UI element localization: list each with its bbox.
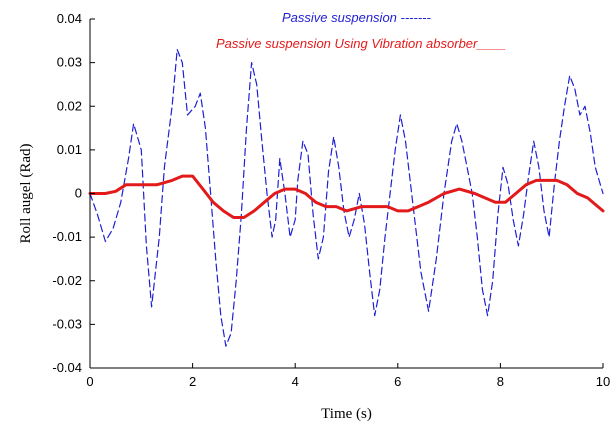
series-layer: [88, 48, 605, 347]
x-tick-label: 0: [86, 374, 93, 389]
y-tick-label: 0: [75, 186, 82, 201]
y-tick-label: -0.03: [52, 316, 82, 331]
y-tick-label: 0.03: [57, 55, 82, 70]
axes: 0.04 0.03 0.02 0.01 0 -0.01 -0.02 -0.03 -0.04 0 2 4…: [52, 11, 610, 389]
x-tick-label: 8: [497, 374, 504, 389]
series-line-passive: [89, 48, 604, 347]
legend: Passive suspension ------- Passive suspen…: [216, 10, 506, 51]
x-tick-label: 6: [394, 374, 401, 389]
y-tick-label: 0.02: [57, 98, 82, 113]
y-tick-label: -0.02: [52, 273, 82, 288]
x-axis-label: Time (s): [321, 406, 372, 422]
y-tick-label: 0.04: [57, 11, 82, 26]
y-tick-label: -0.01: [52, 229, 82, 244]
y-tick-label: 0.01: [57, 142, 82, 157]
y-tick-label: -0.04: [52, 360, 82, 375]
y-axis-label: Roll augel (Rad): [18, 144, 34, 244]
x-tick-label: 10: [596, 374, 610, 389]
legend-entry-passive: Passive suspension -------: [282, 10, 431, 25]
x-tick-label: 2: [189, 374, 196, 389]
series-line-absorber: [88, 174, 605, 219]
x-tick-label: 4: [292, 374, 299, 389]
legend-entry-absorber: Passive suspension Using Vibration absor…: [216, 36, 506, 51]
